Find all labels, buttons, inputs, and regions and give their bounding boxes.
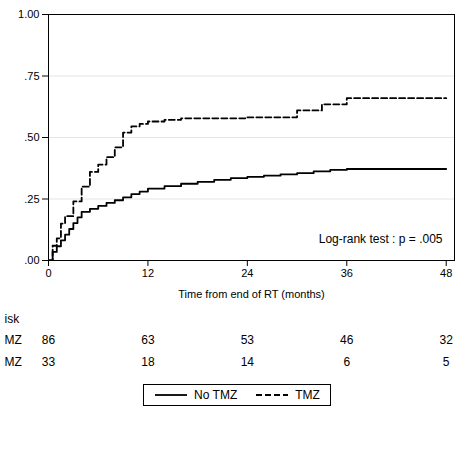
svg-text:32: 32 (440, 333, 454, 347)
svg-text:1.00: 1.00 (18, 8, 39, 20)
svg-text:46: 46 (340, 333, 354, 347)
svg-text:86: 86 (42, 333, 56, 347)
svg-text:Log-rank test : p = .005: Log-rank test : p = .005 (319, 232, 443, 246)
html-text:No TMZ: No TMZ (194, 388, 238, 402)
svg-text:33: 33 (42, 355, 56, 369)
svg-text:24: 24 (241, 267, 253, 279)
svg-text:36: 36 (341, 267, 353, 279)
svg-text:18: 18 (141, 355, 155, 369)
svg-text:.25: .25 (24, 193, 39, 205)
svg-text:6: 6 (343, 355, 350, 369)
svg-text:0: 0 (45, 267, 51, 279)
svg-text:5: 5 (443, 355, 450, 369)
svg-text:12: 12 (142, 267, 154, 279)
svg-text:.75: .75 (24, 70, 39, 82)
svg-text:63: 63 (141, 333, 155, 347)
svg-text:MZ: MZ (5, 333, 22, 347)
svg-text:Time from end of RT (months): Time from end of RT (months) (178, 288, 325, 300)
svg-text:.50: .50 (24, 131, 39, 143)
svg-text:.00: .00 (24, 254, 39, 266)
svg-text:48: 48 (440, 267, 452, 279)
svg-text:53: 53 (241, 333, 255, 347)
svg-text:14: 14 (241, 355, 255, 369)
svg-text:isk: isk (5, 312, 21, 326)
svg-text:MZ: MZ (5, 355, 22, 369)
html-text:TMZ: TMZ (295, 388, 320, 402)
